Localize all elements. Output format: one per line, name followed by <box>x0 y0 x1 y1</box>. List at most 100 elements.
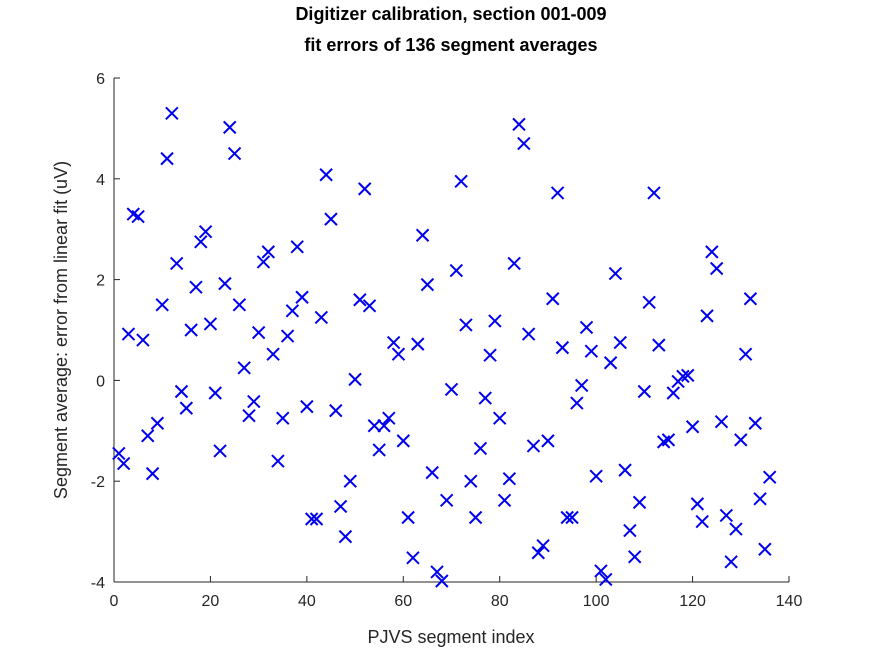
data-point <box>194 235 208 249</box>
data-point <box>300 399 314 414</box>
data-point <box>618 463 632 477</box>
y-tick-label: 4 <box>96 172 105 189</box>
data-point <box>507 256 521 271</box>
axes <box>113 78 789 583</box>
data-point <box>579 320 594 335</box>
data-point <box>724 555 738 569</box>
data-point <box>348 372 362 387</box>
data-point <box>647 186 661 200</box>
y-tick-label: 0 <box>96 373 105 390</box>
data-point <box>652 338 666 352</box>
data-point <box>758 542 772 556</box>
data-point <box>661 433 676 447</box>
data-point <box>319 168 333 182</box>
data-point <box>174 384 189 399</box>
data-point <box>473 441 488 456</box>
data-point <box>439 493 454 508</box>
data-point <box>131 209 145 224</box>
data-point <box>521 327 536 341</box>
data-point <box>709 261 724 276</box>
data-point <box>425 465 439 480</box>
data-point <box>145 466 160 481</box>
data-point <box>203 317 218 331</box>
data-point <box>251 325 266 340</box>
data-point <box>748 416 762 430</box>
x-tick-label: 20 <box>202 593 220 610</box>
data-point <box>362 299 377 313</box>
data-point <box>603 356 618 370</box>
data-point <box>700 309 714 323</box>
x-tick-label: 40 <box>298 593 316 610</box>
data-point <box>304 512 319 526</box>
data-point <box>184 323 198 337</box>
data-point <box>396 434 410 448</box>
data-point <box>382 411 396 425</box>
data-point <box>743 292 758 306</box>
data-point <box>261 245 275 259</box>
x-tick-label: 140 <box>776 593 803 610</box>
data-point <box>271 454 285 468</box>
data-point <box>150 416 165 430</box>
data-point <box>237 361 251 375</box>
data-point <box>290 240 304 254</box>
data-point <box>266 347 280 361</box>
x-tick-label: 0 <box>110 593 119 610</box>
data-point <box>155 298 169 312</box>
data-points <box>112 106 777 588</box>
data-point <box>628 550 642 564</box>
data-point <box>435 574 449 588</box>
data-point <box>738 347 753 361</box>
data-point <box>179 401 194 415</box>
data-point <box>285 304 300 318</box>
data-point <box>165 106 179 120</box>
data-point <box>599 572 613 587</box>
data-point <box>483 348 497 362</box>
data-point <box>367 419 382 433</box>
data-point <box>695 514 709 529</box>
x-tick-label: 60 <box>394 593 412 610</box>
data-point <box>763 470 777 484</box>
data-point <box>705 245 719 259</box>
data-point <box>589 469 603 483</box>
data-point <box>550 186 565 200</box>
data-point <box>555 340 570 355</box>
data-point <box>338 529 353 544</box>
chart-subtitle: fit errors of 136 segment averages <box>304 35 597 55</box>
data-point <box>333 499 348 514</box>
data-point <box>560 510 574 525</box>
data-point <box>242 408 256 423</box>
data-point <box>247 394 261 409</box>
data-point <box>488 314 502 328</box>
data-point <box>280 329 295 343</box>
data-point <box>478 391 492 405</box>
data-point <box>411 337 425 351</box>
data-point <box>454 174 468 189</box>
data-point <box>608 266 623 281</box>
data-point <box>232 298 247 312</box>
data-point <box>637 384 652 399</box>
data-point <box>594 564 608 578</box>
y-ticks: -4 -2 0 2 4 6 <box>91 71 120 592</box>
data-point <box>314 310 329 325</box>
data-point <box>642 295 656 309</box>
data-point <box>343 474 357 488</box>
data-point <box>329 403 343 418</box>
x-tick-label: 120 <box>679 593 706 610</box>
data-point <box>526 439 541 453</box>
data-point <box>444 382 459 397</box>
data-point <box>391 347 406 361</box>
data-point <box>666 386 680 400</box>
data-point <box>169 256 184 271</box>
data-point <box>468 510 483 525</box>
y-tick-label: 6 <box>96 71 105 88</box>
data-point <box>493 411 507 425</box>
data-point <box>714 415 729 429</box>
data-point <box>208 386 222 400</box>
data-point <box>565 510 579 525</box>
data-point <box>377 419 391 433</box>
data-point <box>502 471 517 486</box>
y-tick-label: -2 <box>91 474 105 491</box>
data-point <box>623 523 637 538</box>
data-point <box>613 335 627 350</box>
data-point <box>189 280 203 294</box>
